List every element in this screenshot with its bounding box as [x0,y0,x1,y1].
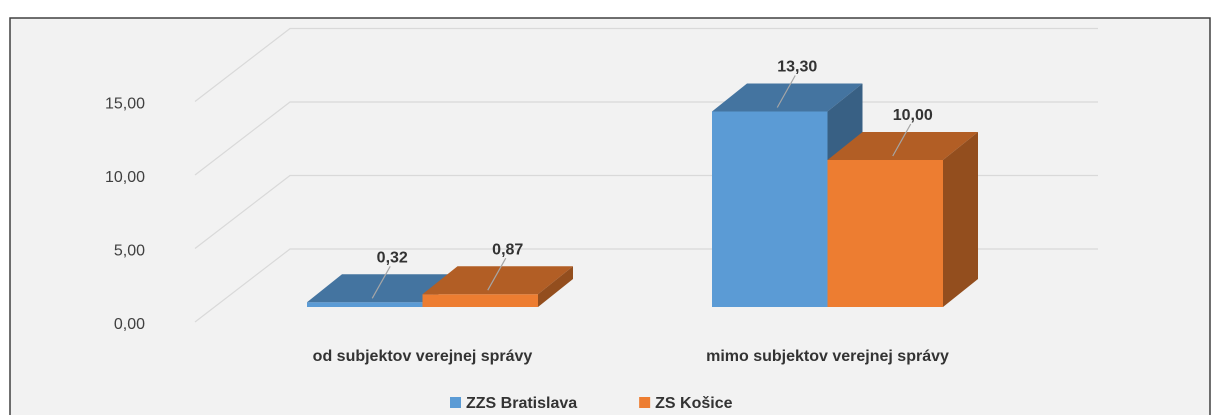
bar-front [827,160,943,307]
bar [422,266,573,307]
x-tick-label: mimo subjektov verejnej správy [706,348,949,365]
chart-frame [9,17,1211,415]
bar-top [307,274,458,303]
bar-front [422,294,538,307]
bar-front [712,111,828,308]
bar-front [307,302,423,307]
bar-top [712,83,863,112]
grid-line [194,27,1098,102]
leader-line [892,123,912,157]
bar-side [943,132,978,307]
bar [307,274,458,307]
leader-line [776,75,796,108]
bar-top [422,266,573,295]
y-tick-label: 5,00 [114,243,145,260]
x-tick-label: od subjektov verejnej správy [313,348,533,365]
y-tick-label: 10,00 [105,169,145,186]
leader-line [371,266,391,299]
bar [827,132,978,307]
value-label: 0,32 [377,250,408,267]
value-label: 0,87 [492,241,523,258]
y-tick-label: 15,00 [105,96,145,113]
y-tick-label: 0,00 [114,316,145,333]
legend-label: ZS Košice [655,395,732,412]
value-label: 13,30 [777,59,817,76]
leader-line [487,257,507,291]
legend-swatch [450,397,461,408]
legend-label: ZZS Bratislava [466,395,577,412]
legend-swatch [639,397,651,408]
value-label: 10,00 [893,107,933,124]
bar-top [827,132,978,160]
bar-side [538,266,573,307]
